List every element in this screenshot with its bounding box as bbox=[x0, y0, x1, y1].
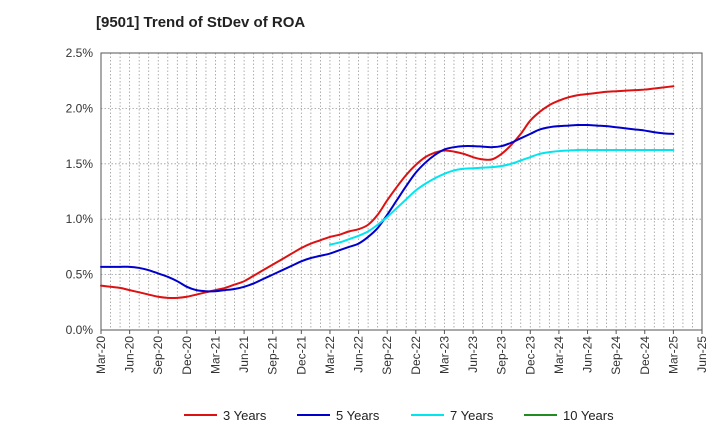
x-tick-label: Mar-24 bbox=[552, 336, 566, 374]
x-tick-label: Dec-22 bbox=[409, 336, 423, 375]
y-tick-label: 0.5% bbox=[66, 268, 94, 282]
x-tick-label: Dec-23 bbox=[523, 336, 537, 375]
legend-label: 3 Years bbox=[223, 408, 267, 423]
x-tick-label: Sep-20 bbox=[151, 336, 165, 375]
plot-frame bbox=[100, 52, 703, 331]
x-tick-label: Sep-21 bbox=[266, 336, 280, 375]
series-line-7-years bbox=[328, 148, 675, 246]
x-tick-label: Dec-20 bbox=[180, 336, 194, 375]
x-tick-label: Dec-24 bbox=[638, 336, 652, 375]
x-tick-label: Mar-22 bbox=[323, 336, 337, 374]
axes bbox=[100, 52, 703, 334]
x-tick-label: Sep-22 bbox=[380, 336, 394, 375]
x-tick-label: Jun-25 bbox=[695, 336, 709, 373]
x-tick-label: Mar-23 bbox=[437, 336, 451, 374]
x-tick-label: Jun-23 bbox=[466, 336, 480, 373]
chart-title: [9501] Trend of StDev of ROA bbox=[96, 14, 306, 31]
x-tick-label: Mar-20 bbox=[94, 336, 108, 374]
x-tick-label: Jun-22 bbox=[352, 336, 366, 373]
y-tick-label: 1.5% bbox=[66, 157, 94, 171]
legend: 3 Years 5 Years 7 Years 10 Years bbox=[184, 408, 614, 423]
legend-label: 5 Years bbox=[336, 408, 380, 423]
y-tick-label: 2.5% bbox=[66, 46, 94, 60]
series-line-5-years bbox=[100, 123, 675, 293]
x-tick-label: Sep-23 bbox=[495, 336, 509, 375]
x-tick-labels: Mar-20 Jun-20 Sep-20 Dec-20 Mar-21 Jun-21 Sep-… bbox=[94, 336, 709, 375]
y-tick-label: 1.0% bbox=[66, 212, 94, 226]
y-tick-label: 0.0% bbox=[66, 323, 94, 337]
y-tick-labels: 0.0% 0.5% 1.0% 1.5% 2.0% 2.5% bbox=[66, 46, 94, 337]
x-tick-label: Jun-21 bbox=[237, 336, 251, 373]
x-tick-label: Dec-21 bbox=[294, 336, 308, 375]
x-tick-label: Sep-24 bbox=[609, 336, 623, 375]
x-tick-label: Jun-24 bbox=[581, 336, 595, 373]
legend-label: 7 Years bbox=[450, 408, 494, 423]
legend-label: 10 Years bbox=[563, 408, 614, 423]
x-tick-label: Mar-21 bbox=[208, 336, 222, 374]
x-tick-label: Jun-20 bbox=[123, 336, 137, 373]
x-tick-label: Mar-25 bbox=[666, 336, 680, 374]
series-group bbox=[100, 85, 675, 300]
y-tick-label: 2.0% bbox=[66, 101, 94, 115]
series-line-3-years bbox=[100, 85, 675, 300]
